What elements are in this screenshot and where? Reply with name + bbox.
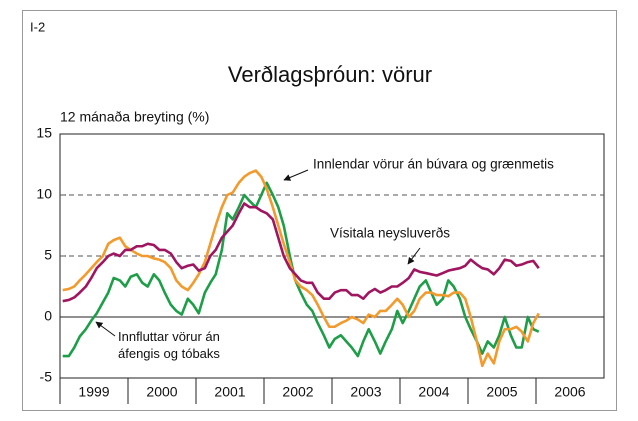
chart-label: I-2 xyxy=(30,19,45,34)
y-tick-label: 15 xyxy=(36,125,52,141)
y-tick-label: 10 xyxy=(36,186,52,202)
series-label-box: Innfluttar vörur án áfengis og tóbaks xyxy=(118,329,220,361)
series-line xyxy=(62,181,540,358)
x-tick-label: 2005 xyxy=(486,384,517,400)
x-tick-label: 2002 xyxy=(282,384,313,400)
arrow xyxy=(407,247,421,265)
series-line xyxy=(62,169,540,368)
x-tick-label: 2004 xyxy=(418,384,449,400)
chart-title: Verðlagsþróun: vörur xyxy=(228,62,432,87)
y-axis-label: 12 mánaða breyting (%) xyxy=(60,109,209,125)
series-label: Vísitala neysluverðs xyxy=(330,226,450,241)
series-label: Innfluttar vörur án áfengis og tóbaks xyxy=(118,329,220,361)
arrow xyxy=(283,169,309,181)
x-tick-label: 2001 xyxy=(214,384,245,400)
x-tick-label: 2006 xyxy=(554,384,585,400)
x-tick-label: 1999 xyxy=(78,384,109,400)
series-label: Innlendar vörur án búvara og grænmetis xyxy=(313,157,554,172)
x-tick-label: 2003 xyxy=(350,384,381,400)
frame xyxy=(22,10,617,411)
y-tick-label: 0 xyxy=(44,308,52,324)
y-tick-label: 5 xyxy=(44,247,52,263)
y-tick-label: -5 xyxy=(40,369,53,385)
series-line xyxy=(62,202,540,303)
arrow xyxy=(95,321,116,337)
plot-area xyxy=(59,133,605,404)
x-tick-label: 2000 xyxy=(146,384,177,400)
